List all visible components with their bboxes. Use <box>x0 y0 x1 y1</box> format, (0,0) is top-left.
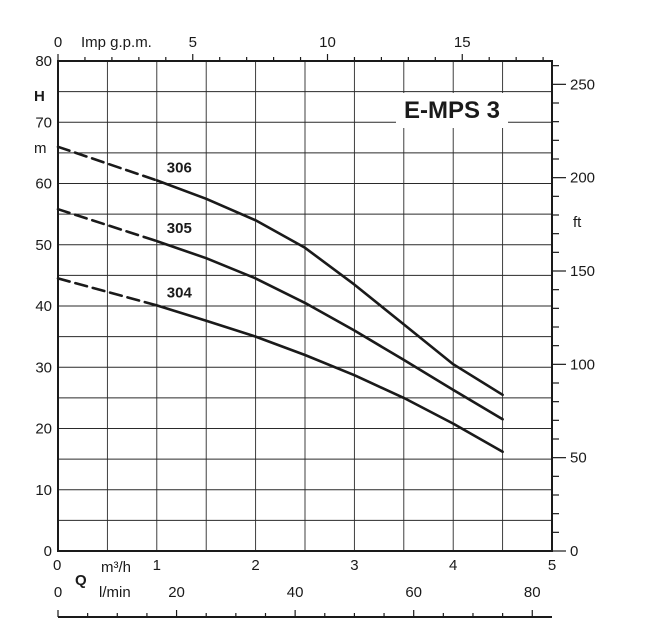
y-tick-label-ft: 50 <box>570 450 587 467</box>
x-tick-label-lmin: 20 <box>168 584 185 601</box>
curve-306 <box>155 179 504 397</box>
labels: E-MPS 3 H m ft Imp g.p.m. m³/h Q l/min 0… <box>34 34 595 601</box>
y-tick-label-m: 10 <box>35 482 52 499</box>
y-tick-label-ft: 200 <box>570 170 595 187</box>
y-right-axis-unit-ft: ft <box>573 214 582 231</box>
y-tick-label-m: 60 <box>35 176 52 193</box>
curve-label-304: 304 <box>167 284 193 301</box>
curves <box>56 145 504 454</box>
x-tick-label-lmin: 0 <box>54 584 62 601</box>
x-tick-label-m3h: 2 <box>251 557 259 574</box>
y-tick-label-ft: 250 <box>570 76 595 93</box>
axes <box>57 54 566 618</box>
y-tick-label-ft: 150 <box>570 263 595 280</box>
y-tick-label-ft: 100 <box>570 356 595 373</box>
curve-306-dashed <box>56 145 159 182</box>
y-tick-label-m: 0 <box>44 543 52 560</box>
curve-305-dashed <box>56 207 159 243</box>
y-tick-label-m: 70 <box>35 114 52 131</box>
y-tick-label-ft: 0 <box>570 543 578 560</box>
x-axis-label-q: Q <box>75 572 87 589</box>
x-axis-unit-imp-gpm: Imp g.p.m. <box>81 34 152 51</box>
x-tick-label-lmin: 80 <box>524 584 541 601</box>
y-tick-label-m: 40 <box>35 298 52 315</box>
x-tick-label-m3h: 1 <box>153 557 161 574</box>
x-tick-label-lmin: 60 <box>405 584 422 601</box>
chart-title: E-MPS 3 <box>404 97 500 124</box>
x-tick-label-m3h: 5 <box>548 557 556 574</box>
grid <box>57 60 553 552</box>
x-tick-label-m3h: 4 <box>449 557 457 574</box>
y-axis-label-h: H <box>34 88 45 105</box>
x-tick-label-m3h: 0 <box>53 557 61 574</box>
y-axis-unit-m: m <box>34 140 47 157</box>
chart-title-backdrop <box>395 93 509 128</box>
x-axis-unit-m3h: m³/h <box>101 559 131 576</box>
y-tick-label-m: 50 <box>35 237 52 254</box>
curve-305 <box>155 239 504 421</box>
x-axis-unit-lmin: l/min <box>99 584 131 601</box>
x-tick-label-imp-gpm: 5 <box>189 34 197 51</box>
x-tick-label-imp-gpm: 0 <box>54 34 62 51</box>
y-tick-label-m: 80 <box>35 53 52 70</box>
y-tick-label-m: 30 <box>35 359 52 376</box>
x-tick-label-lmin: 40 <box>287 584 304 601</box>
curve-304 <box>155 304 504 454</box>
x-tick-label-m3h: 3 <box>350 557 358 574</box>
y-tick-label-m: 20 <box>35 421 52 438</box>
x-tick-label-imp-gpm: 10 <box>319 34 336 51</box>
curve-label-305: 305 <box>167 220 192 237</box>
curve-304-dashed <box>56 277 159 307</box>
curve-label-306: 306 <box>167 159 192 176</box>
x-tick-label-imp-gpm: 15 <box>454 34 471 51</box>
